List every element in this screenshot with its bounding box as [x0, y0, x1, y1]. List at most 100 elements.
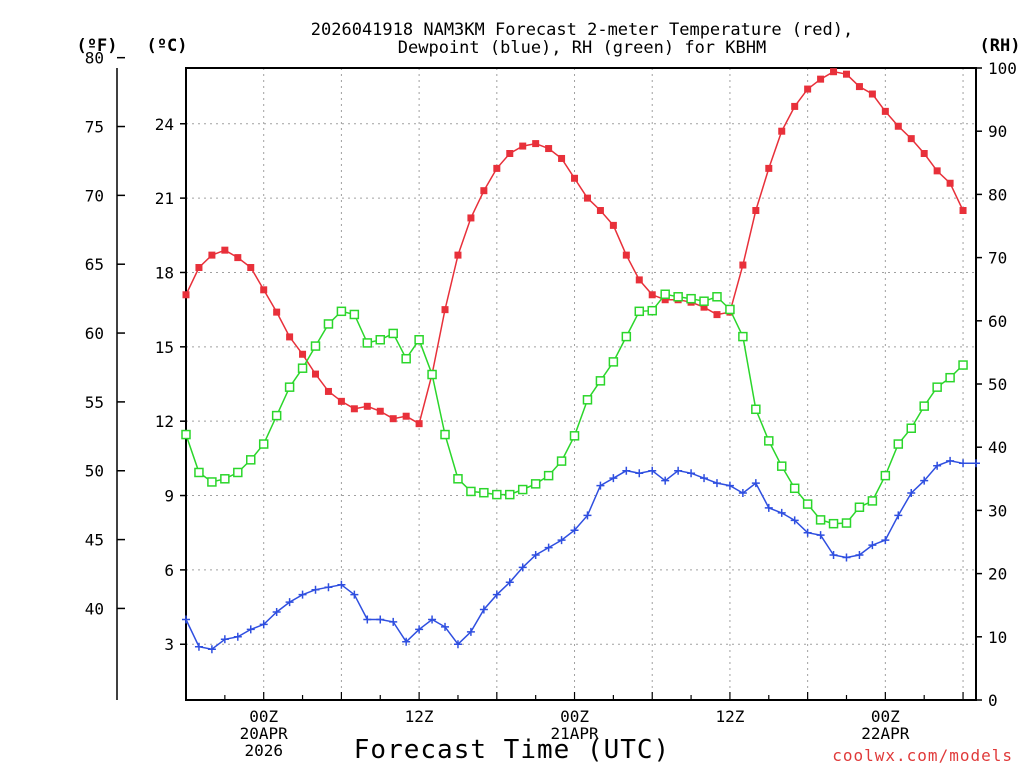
dewpoint-point [725, 481, 734, 490]
x-tick-label: 12Z [715, 707, 744, 726]
dewpoint-point [933, 461, 942, 470]
series-temperature [182, 68, 967, 428]
rh-point [220, 474, 230, 484]
dewpoint-point [674, 466, 683, 475]
rh-point [233, 467, 243, 478]
rh-point [828, 518, 839, 529]
rh-point [673, 292, 683, 302]
rh-point [764, 436, 774, 446]
rh-tick-label: 100 [988, 59, 1017, 78]
x-tick-label: 2026 [244, 741, 283, 760]
temperature-point [752, 207, 760, 215]
dewpoint-point [505, 578, 514, 587]
fahrenheit-tick-label: 45 [85, 531, 104, 550]
dewpoint-point [790, 516, 799, 525]
rh-point [815, 515, 826, 525]
fahrenheit-tick-label: 50 [85, 462, 104, 481]
dewpoint-point [777, 508, 786, 517]
dewpoint-point [479, 605, 488, 614]
dewpoint-point [466, 627, 475, 636]
fahrenheit-tick-label: 70 [85, 186, 104, 205]
dewpoint-point [376, 615, 385, 624]
temperature-point [791, 102, 799, 110]
celsius-tick-label: 6 [164, 561, 174, 580]
temperature-point [182, 291, 190, 299]
celsius-tick-label: 9 [164, 487, 174, 506]
rh-tick-label: 10 [988, 628, 1007, 647]
x-tick-label: 21APR [550, 724, 599, 743]
temperature-point [558, 154, 566, 162]
rh-point [556, 456, 567, 466]
temperature-point [959, 207, 967, 215]
celsius-tick-label: 18 [155, 263, 174, 282]
rh-point [686, 293, 696, 304]
dewpoint-point [194, 642, 203, 651]
temperature-point [286, 333, 294, 341]
dewpoint-point [246, 625, 255, 634]
dewpoint-point [428, 615, 437, 624]
dewpoint-point [441, 622, 450, 631]
rh-point [207, 477, 217, 487]
rh-point [569, 431, 580, 441]
dewpoint-point [415, 625, 424, 634]
rh-point [297, 363, 308, 373]
rh-point [336, 306, 347, 317]
chart-title-line-2: Dewpoint (blue), RH (green) for KBHM [398, 38, 766, 58]
dewpoint-point [894, 511, 903, 520]
temperature-point [868, 90, 876, 98]
rh-point [893, 439, 904, 449]
temperature-point [506, 150, 514, 158]
dewpoint-point [712, 479, 721, 488]
temperature-point [299, 350, 307, 358]
temperature-point [920, 150, 928, 158]
rh-point [699, 296, 709, 306]
rh-point [608, 357, 619, 367]
dewpoint-point [648, 466, 657, 475]
dewpoint-point [868, 541, 877, 550]
temperature-point [389, 415, 397, 423]
x-axis-label: Forecast Time (UTC) [354, 735, 670, 765]
dewpoint-point [596, 481, 605, 490]
dewpoint-point [661, 476, 670, 485]
rh-point [880, 470, 891, 481]
x-tick-label: 20APR [240, 724, 289, 743]
rh-tick-label: 50 [988, 375, 1007, 394]
dewpoint-point [907, 489, 916, 498]
rh-point [453, 474, 463, 484]
temperature-point [273, 308, 281, 316]
rh-tick-label: 20 [988, 565, 1007, 584]
temperature-point [609, 221, 617, 229]
temperature-point [234, 254, 242, 262]
rh-point [751, 404, 761, 415]
dewpoint-point [363, 615, 372, 624]
temperature-point [415, 420, 423, 428]
temperature-point [208, 251, 216, 259]
temperature-point [946, 179, 954, 187]
rh-point [310, 341, 321, 351]
temperature-point [532, 140, 540, 148]
temperature-point [830, 68, 838, 76]
temperature-point [545, 145, 553, 153]
x-tick-label: 00Z [249, 707, 278, 726]
rh-point [906, 423, 916, 433]
rh-point [271, 410, 282, 421]
dewpoint-point [583, 511, 592, 520]
rh-point [466, 486, 476, 497]
fahrenheit-tick-label: 65 [85, 255, 104, 274]
rh-point [647, 305, 657, 316]
temperature-point [195, 264, 203, 272]
rh-point [479, 487, 489, 498]
credit-text: coolwx.com/models [832, 746, 1013, 765]
dewpoint-point [751, 479, 760, 488]
series-rh [181, 289, 968, 529]
temperature-point [933, 167, 941, 175]
dewpoint-point [959, 459, 968, 468]
rh-point [492, 489, 502, 500]
temperature-point [467, 214, 475, 222]
temperature-point [337, 397, 345, 405]
rh-point [388, 328, 398, 339]
temperature-point [480, 187, 488, 195]
x-tick-label: 12Z [405, 707, 434, 726]
rh-point [945, 372, 955, 383]
